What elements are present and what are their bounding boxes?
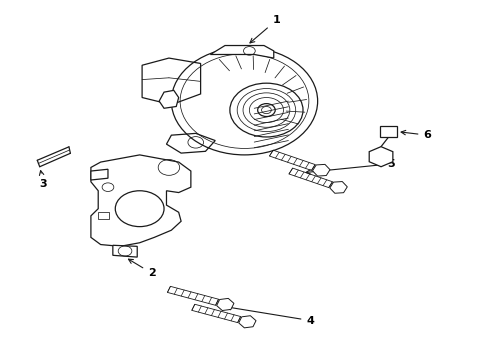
Polygon shape [210, 45, 273, 58]
Polygon shape [142, 58, 200, 105]
Text: 6: 6 [400, 130, 430, 140]
Polygon shape [216, 298, 233, 311]
Polygon shape [113, 245, 137, 257]
Polygon shape [91, 155, 190, 246]
Text: 3: 3 [40, 171, 47, 189]
Bar [98, 212, 109, 220]
Polygon shape [312, 165, 329, 176]
Text: 1: 1 [249, 15, 280, 43]
Polygon shape [159, 90, 178, 108]
Polygon shape [329, 181, 346, 193]
Polygon shape [238, 316, 256, 328]
Text: 2: 2 [128, 259, 155, 278]
Bar [379, 126, 396, 137]
Polygon shape [166, 134, 215, 153]
Text: 5: 5 [305, 159, 394, 174]
Text: 4: 4 [226, 305, 314, 325]
Ellipse shape [115, 191, 163, 226]
Polygon shape [368, 147, 392, 167]
Polygon shape [91, 169, 108, 180]
